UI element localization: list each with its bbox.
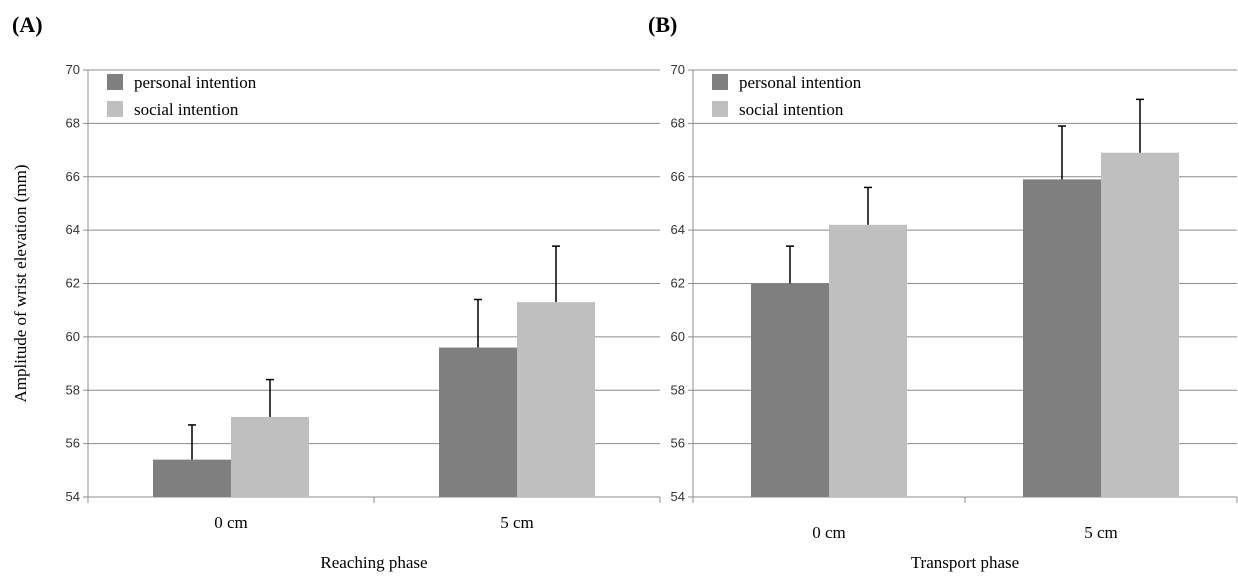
y-tick-label: 54 [66, 489, 80, 504]
bar [1101, 152, 1179, 497]
legend-label: social intention [134, 100, 239, 119]
x-category-label: 5 cm [500, 513, 534, 532]
y-tick-label: 64 [671, 222, 685, 237]
y-tick-label: 70 [671, 62, 685, 77]
y-tick-label: 64 [66, 222, 80, 237]
legend-swatch [712, 74, 728, 90]
chart-panel-a: (A) 54 56 58 60 62 64 66 68 70 0 cm 5 cm Reaching ph… [11, 12, 661, 572]
y-tick-label: 62 [671, 276, 685, 291]
legend-swatch [107, 74, 123, 90]
x-category-label: 0 cm [812, 523, 846, 542]
chart-panel-b: (B) 54 56 58 60 62 64 66 68 70 0 cm 5 cm Transport p… [648, 12, 1238, 572]
y-tick-label: 68 [66, 115, 80, 130]
y-tick-label: 60 [66, 329, 80, 344]
bar [153, 459, 231, 497]
y-tick-label: 58 [671, 382, 685, 397]
legend-label: personal intention [134, 73, 257, 92]
x-category-label: 0 cm [214, 513, 248, 532]
y-tick-label: 54 [671, 489, 685, 504]
bar [829, 224, 907, 497]
y-tick-label: 56 [671, 436, 685, 451]
bar [231, 416, 309, 497]
y-tick-label: 70 [66, 62, 80, 77]
y-tick-label: 56 [66, 436, 80, 451]
panel-label: (B) [648, 12, 677, 37]
panel-label: (A) [12, 12, 43, 37]
legend-swatch [712, 101, 728, 117]
y-tick-label: 60 [671, 329, 685, 344]
x-axis-title: Transport phase [911, 553, 1019, 572]
x-axis-title: Reaching phase [320, 553, 427, 572]
bar [517, 302, 595, 497]
y-tick-label: 66 [671, 169, 685, 184]
legend-label: personal intention [739, 73, 862, 92]
y-tick-label: 58 [66, 382, 80, 397]
y-axis-title: Amplitude of wrist elevation (mm) [11, 165, 30, 403]
y-tick-label: 66 [66, 169, 80, 184]
bar [1023, 179, 1101, 497]
legend-label: social intention [739, 100, 844, 119]
bar [439, 347, 517, 497]
x-category-label: 5 cm [1084, 523, 1118, 542]
y-tick-label: 68 [671, 115, 685, 130]
legend-swatch [107, 101, 123, 117]
y-tick-label: 62 [66, 276, 80, 291]
bar [751, 283, 829, 497]
